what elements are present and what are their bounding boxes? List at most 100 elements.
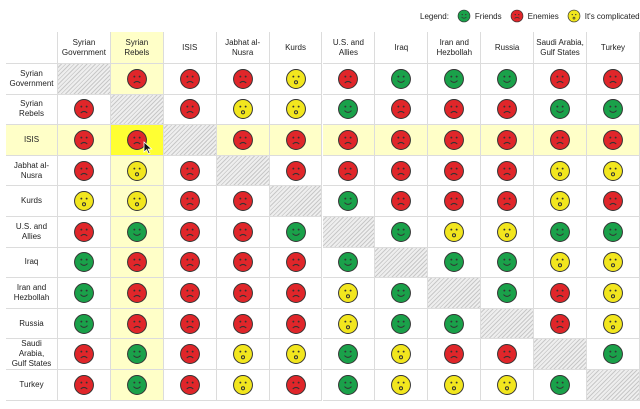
relation-cell-iraq-kurds[interactable] [269,247,323,279]
relation-cell-jabhat-al-nusra-iraq[interactable] [375,155,429,187]
relation-cell-russia-iran-and-hezbollah[interactable] [428,308,482,340]
relation-cell-syrian-government-jabhat-al-nusra[interactable] [216,64,270,95]
relation-cell-kurds-iran-and-hezbollah[interactable] [428,186,482,217]
relation-cell-iraq-turkey[interactable] [587,247,640,279]
relation-cell-isis-u-s-and-allies[interactable] [322,125,376,156]
relation-cell-syrian-rebels-iran-and-hezbollah[interactable] [428,94,482,126]
relation-cell-iraq-isis[interactable] [163,247,217,279]
relation-cell-russia-jabhat-al-nusra[interactable] [216,308,270,340]
relation-cell-isis-iraq[interactable] [375,125,429,156]
relation-cell-jabhat-al-nusra-turkey[interactable] [587,155,640,187]
relation-cell-isis-syrian-rebels[interactable] [110,125,164,156]
relation-cell-russia-syrian-rebels[interactable] [110,308,164,340]
relation-cell-syrian-government-u-s-and-allies[interactable] [322,64,376,95]
relation-cell-syrian-rebels-turkey[interactable] [587,94,640,126]
relation-cell-syrian-rebels-u-s-and-allies[interactable] [322,94,376,126]
relation-cell-saudi-arabia-gulf-states-iran-and-hezbollah[interactable] [428,339,482,370]
relation-cell-turkey-isis[interactable] [163,370,217,401]
relation-cell-jabhat-al-nusra-saudi-arabia-gulf-states[interactable] [534,155,587,187]
relation-cell-isis-russia[interactable] [481,125,535,156]
relation-cell-iraq-u-s-and-allies[interactable] [322,247,376,279]
relation-cell-iraq-saudi-arabia-gulf-states[interactable] [534,247,587,279]
relation-cell-saudi-arabia-gulf-states-syrian-government[interactable] [58,339,111,370]
relation-cell-jabhat-al-nusra-iran-and-hezbollah[interactable] [428,155,482,187]
relation-cell-iran-and-hezbollah-syrian-rebels[interactable] [110,278,164,309]
relation-cell-turkey-u-s-and-allies[interactable] [322,370,376,401]
relation-cell-syrian-government-isis[interactable] [163,64,217,95]
relation-cell-russia-turkey[interactable] [587,308,640,340]
relation-cell-kurds-syrian-rebels[interactable] [110,186,164,217]
relation-cell-iraq-russia[interactable] [481,247,535,279]
relation-cell-iraq-iran-and-hezbollah[interactable] [428,247,482,279]
relation-cell-syrian-government-russia[interactable] [481,64,535,95]
relation-cell-saudi-arabia-gulf-states-kurds[interactable] [269,339,323,370]
relation-cell-turkey-russia[interactable] [481,370,535,401]
relation-cell-syrian-government-iraq[interactable] [375,64,429,95]
relation-cell-u-s-and-allies-russia[interactable] [481,217,535,248]
relation-cell-turkey-saudi-arabia-gulf-states[interactable] [534,370,587,401]
relation-cell-iran-and-hezbollah-isis[interactable] [163,278,217,309]
relation-cell-iran-and-hezbollah-iraq[interactable] [375,278,429,309]
relation-cell-syrian-rebels-saudi-arabia-gulf-states[interactable] [534,94,587,126]
relation-cell-u-s-and-allies-syrian-rebels[interactable] [110,217,164,248]
relation-cell-jabhat-al-nusra-syrian-government[interactable] [58,155,111,187]
relation-cell-iran-and-hezbollah-russia[interactable] [481,278,535,309]
relation-cell-iran-and-hezbollah-jabhat-al-nusra[interactable] [216,278,270,309]
relation-cell-russia-iraq[interactable] [375,308,429,340]
relation-cell-kurds-u-s-and-allies[interactable] [322,186,376,217]
relation-cell-saudi-arabia-gulf-states-turkey[interactable] [587,339,640,370]
relation-cell-isis-jabhat-al-nusra[interactable] [216,125,270,156]
relation-cell-kurds-iraq[interactable] [375,186,429,217]
relation-cell-syrian-government-saudi-arabia-gulf-states[interactable] [534,64,587,95]
relation-cell-syrian-government-iran-and-hezbollah[interactable] [428,64,482,95]
relation-cell-iran-and-hezbollah-syrian-government[interactable] [58,278,111,309]
relation-cell-turkey-syrian-rebels[interactable] [110,370,164,401]
relation-cell-syrian-rebels-isis[interactable] [163,94,217,126]
relation-cell-turkey-iran-and-hezbollah[interactable] [428,370,482,401]
relation-cell-kurds-russia[interactable] [481,186,535,217]
relation-cell-syrian-rebels-russia[interactable] [481,94,535,126]
relation-cell-syrian-rebels-syrian-government[interactable] [58,94,111,126]
relation-cell-saudi-arabia-gulf-states-iraq[interactable] [375,339,429,370]
relation-cell-jabhat-al-nusra-isis[interactable] [163,155,217,187]
relation-cell-turkey-syrian-government[interactable] [58,370,111,401]
relation-cell-iraq-syrian-government[interactable] [58,247,111,279]
relation-cell-iran-and-hezbollah-kurds[interactable] [269,278,323,309]
relation-cell-isis-kurds[interactable] [269,125,323,156]
relation-cell-kurds-syrian-government[interactable] [58,186,111,217]
relation-cell-iraq-syrian-rebels[interactable] [110,247,164,279]
relation-cell-syrian-rebels-iraq[interactable] [375,94,429,126]
relation-cell-jabhat-al-nusra-syrian-rebels[interactable] [110,155,164,187]
relation-cell-russia-kurds[interactable] [269,308,323,340]
relation-cell-iran-and-hezbollah-turkey[interactable] [587,278,640,309]
relation-cell-iran-and-hezbollah-saudi-arabia-gulf-states[interactable] [534,278,587,309]
relation-cell-russia-u-s-and-allies[interactable] [322,308,376,340]
relation-cell-u-s-and-allies-jabhat-al-nusra[interactable] [216,217,270,248]
relation-cell-saudi-arabia-gulf-states-syrian-rebels[interactable] [110,339,164,370]
relation-cell-saudi-arabia-gulf-states-jabhat-al-nusra[interactable] [216,339,270,370]
relation-cell-jabhat-al-nusra-kurds[interactable] [269,155,323,187]
relation-cell-syrian-rebels-jabhat-al-nusra[interactable] [216,94,270,126]
relation-cell-jabhat-al-nusra-u-s-and-allies[interactable] [322,155,376,187]
relation-cell-kurds-turkey[interactable] [587,186,640,217]
relation-cell-syrian-government-syrian-rebels[interactable] [110,64,164,95]
relation-cell-saudi-arabia-gulf-states-u-s-and-allies[interactable] [322,339,376,370]
relation-cell-isis-syrian-government[interactable] [58,125,111,156]
relation-cell-jabhat-al-nusra-russia[interactable] [481,155,535,187]
relation-cell-isis-iran-and-hezbollah[interactable] [428,125,482,156]
relation-cell-russia-isis[interactable] [163,308,217,340]
relation-cell-saudi-arabia-gulf-states-russia[interactable] [481,339,535,370]
relation-cell-isis-saudi-arabia-gulf-states[interactable] [534,125,587,156]
relation-cell-u-s-and-allies-iraq[interactable] [375,217,429,248]
relation-cell-saudi-arabia-gulf-states-isis[interactable] [163,339,217,370]
relation-cell-kurds-saudi-arabia-gulf-states[interactable] [534,186,587,217]
relation-cell-syrian-rebels-kurds[interactable] [269,94,323,126]
relation-cell-u-s-and-allies-kurds[interactable] [269,217,323,248]
relation-cell-syrian-government-turkey[interactable] [587,64,640,95]
relation-cell-iran-and-hezbollah-u-s-and-allies[interactable] [322,278,376,309]
relation-cell-u-s-and-allies-iran-and-hezbollah[interactable] [428,217,482,248]
relation-cell-turkey-jabhat-al-nusra[interactable] [216,370,270,401]
relation-cell-kurds-jabhat-al-nusra[interactable] [216,186,270,217]
relation-cell-kurds-isis[interactable] [163,186,217,217]
relation-cell-u-s-and-allies-isis[interactable] [163,217,217,248]
